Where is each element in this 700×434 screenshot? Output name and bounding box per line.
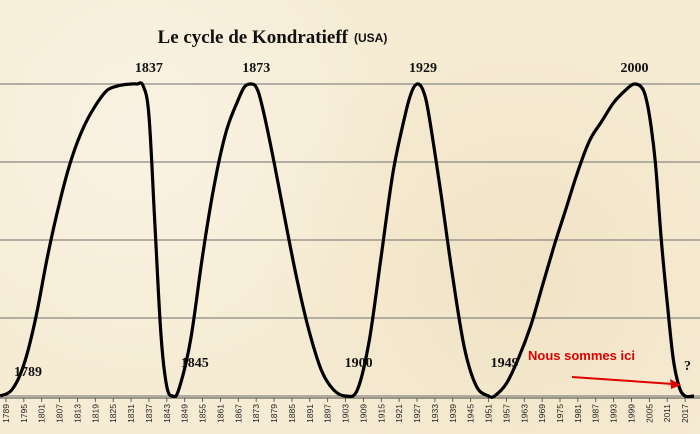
x-tick-label-1885: 1885 xyxy=(287,404,297,423)
x-tick-label-1825: 1825 xyxy=(108,404,118,423)
x-tick-label-1987: 1987 xyxy=(591,404,601,423)
x-tick-label-2005: 2005 xyxy=(644,404,654,423)
x-tick-label-1801: 1801 xyxy=(37,404,47,423)
annotation-2000: 2000 xyxy=(621,61,649,76)
x-tick-label-1807: 1807 xyxy=(55,404,65,423)
x-tick-label-1879: 1879 xyxy=(269,404,279,423)
x-tick-label-1939: 1939 xyxy=(448,404,458,423)
x-tick-label-1933: 1933 xyxy=(430,404,440,423)
x-tick-label-1921: 1921 xyxy=(394,404,404,423)
chart-subtitle: (USA) xyxy=(354,31,387,45)
annotation-1845: 1845 xyxy=(181,356,209,371)
series-layer xyxy=(0,81,695,399)
annotation-1837: 1837 xyxy=(135,61,163,76)
x-tick-label-1891: 1891 xyxy=(305,404,315,423)
annotation-1873: 1873 xyxy=(242,61,270,76)
x-tick-label-2017: 2017 xyxy=(680,404,690,423)
x-tick-label-1951: 1951 xyxy=(484,404,494,423)
x-tick-label-1975: 1975 xyxy=(555,404,565,423)
x-tick-label-1843: 1843 xyxy=(162,404,172,423)
note-arrow-shaft xyxy=(571,376,674,385)
x-tick-label-1867: 1867 xyxy=(233,404,243,423)
x-tick-label-1927: 1927 xyxy=(412,404,422,423)
x-tick-label-1831: 1831 xyxy=(126,404,136,423)
x-tick-label-1963: 1963 xyxy=(519,404,529,423)
x-tick-label-1999: 1999 xyxy=(627,404,637,423)
annotation-1789: 1789 xyxy=(14,365,42,380)
note-layer: Nous sommes ici ? xyxy=(528,348,691,389)
x-tick-label-1819: 1819 xyxy=(90,404,100,423)
annotation-1900: 1900 xyxy=(345,356,373,371)
note-arrow-head xyxy=(670,379,682,389)
x-tick-label-1915: 1915 xyxy=(376,404,386,423)
x-tick-label-1813: 1813 xyxy=(72,404,82,423)
x-tick-label-1795: 1795 xyxy=(19,404,29,423)
x-tick-label-1897: 1897 xyxy=(323,404,333,423)
x-tick-label-1849: 1849 xyxy=(180,404,190,423)
x-tick-label-1957: 1957 xyxy=(501,404,511,423)
note-label: Nous sommes ici xyxy=(528,348,635,363)
x-tick-label-1993: 1993 xyxy=(609,404,619,423)
x-tick-label-2011: 2011 xyxy=(662,404,672,423)
x-tick-label-1969: 1969 xyxy=(537,404,547,423)
question-mark-label: ? xyxy=(684,359,691,374)
chart-title: Le cycle de Kondratieff xyxy=(158,27,349,48)
annotations: 1837 1873 1929 2000 1789 1845 1900 1949 xyxy=(14,61,649,380)
series-line-0 xyxy=(0,81,695,399)
x-tick-label-1903: 1903 xyxy=(341,404,351,423)
annotation-1949: 1949 xyxy=(491,356,519,371)
x-tick-label-1837: 1837 xyxy=(144,404,154,423)
x-tick-label-1861: 1861 xyxy=(215,404,225,423)
x-tick-label-1909: 1909 xyxy=(358,404,368,423)
x-tick-label-1945: 1945 xyxy=(466,404,476,423)
x-tick-label-1789: 1789 xyxy=(1,404,11,423)
x-tick-label-1981: 1981 xyxy=(573,404,583,423)
x-axis-ticks: 1789 1795 1801 1807 1813 1819 1825 1831 1837 1843… xyxy=(1,398,690,423)
annotation-1929: 1929 xyxy=(409,61,437,76)
x-tick-label-1873: 1873 xyxy=(251,404,261,423)
x-tick-label-1855: 1855 xyxy=(198,404,208,423)
